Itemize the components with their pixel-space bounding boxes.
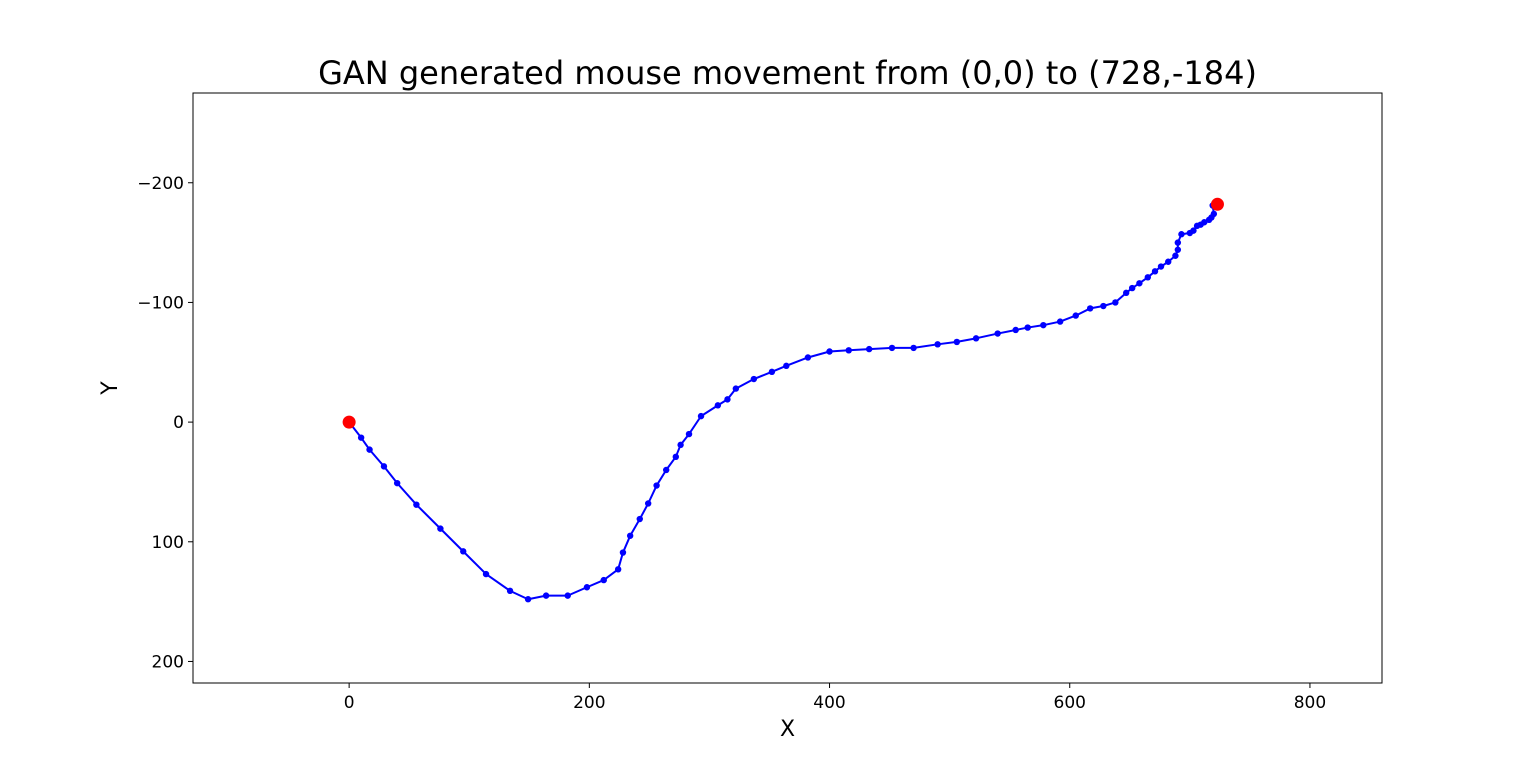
path-point [1172, 252, 1179, 259]
path-point [644, 500, 652, 507]
path-point [750, 375, 758, 383]
path-point [1157, 263, 1165, 270]
path-point [564, 592, 571, 599]
path-point [1056, 318, 1064, 325]
y-axis-ticks: −200 −100 0 100 200 [137, 174, 193, 672]
path-point [1122, 289, 1130, 297]
path-point [1086, 305, 1094, 312]
path-point [1072, 312, 1079, 319]
x-tick-label: 600 [1054, 693, 1086, 713]
x-axis-ticks: 0 200 400 600 800 [344, 683, 1326, 713]
path-point [524, 596, 532, 603]
path-point [1174, 239, 1182, 246]
path-point [1128, 284, 1136, 292]
path-point [732, 385, 740, 392]
y-tick-label: 200 [152, 652, 184, 672]
path-point [1190, 227, 1197, 234]
path-point [583, 584, 591, 591]
plot-content [342, 197, 1224, 603]
chart-title: GAN generated mouse movement from (0,0) … [318, 54, 1257, 92]
path-point [1174, 246, 1182, 253]
y-tick-label: −100 [137, 293, 184, 313]
path-point [888, 344, 896, 352]
path-point [357, 434, 365, 441]
path-point [619, 549, 627, 556]
plot-frame [192, 92, 1383, 684]
path-point [1165, 258, 1172, 265]
path-point [1136, 280, 1143, 287]
path-point [413, 501, 420, 508]
path-point [600, 576, 607, 584]
path-point [672, 453, 680, 461]
path-point [626, 532, 634, 539]
y-tick-label: 0 [173, 413, 184, 433]
x-tick-label: 0 [344, 693, 355, 713]
path-point [1210, 210, 1218, 218]
path-point [1144, 274, 1152, 281]
path-point [366, 446, 373, 453]
path-point [636, 515, 643, 523]
path-point [910, 344, 917, 352]
path-point [437, 525, 444, 532]
path-point [1112, 299, 1119, 306]
path-point [542, 592, 550, 599]
path-point [865, 345, 873, 353]
path-point [783, 362, 790, 370]
path-point [393, 479, 401, 487]
y-tick-label: −200 [137, 174, 184, 194]
path-point [768, 368, 776, 376]
path-point [1178, 231, 1185, 238]
path-point [653, 482, 660, 489]
path-point [380, 463, 388, 470]
y-tick-label: 100 [152, 533, 184, 553]
path-point [724, 396, 731, 403]
end-marker [1210, 197, 1224, 211]
path-point [614, 566, 622, 573]
path-point [460, 548, 467, 555]
y-axis-label: Y [98, 381, 123, 396]
path-point [506, 587, 514, 595]
path-point [994, 330, 1001, 337]
path-point [1024, 324, 1031, 331]
path-point [1040, 321, 1047, 329]
path-point [1012, 326, 1019, 334]
x-axis-label: X [780, 717, 795, 742]
x-tick-label: 800 [1294, 693, 1326, 713]
path-point [677, 441, 684, 449]
path-point [972, 335, 980, 342]
path-point [934, 341, 941, 348]
path-point [953, 338, 961, 346]
path-point [826, 348, 833, 355]
path-point [804, 354, 812, 361]
path-point [1201, 219, 1208, 226]
path-point [845, 347, 852, 354]
path-point [1100, 302, 1107, 310]
path-point [685, 430, 693, 438]
path-point [662, 466, 670, 474]
x-tick-label: 200 [573, 693, 605, 713]
path-point [697, 412, 705, 420]
start-marker [342, 415, 356, 429]
path-line [348, 203, 1218, 601]
path-point [714, 402, 722, 409]
path-point [482, 570, 490, 578]
x-tick-label: 400 [813, 693, 845, 713]
path-point [1151, 268, 1159, 275]
